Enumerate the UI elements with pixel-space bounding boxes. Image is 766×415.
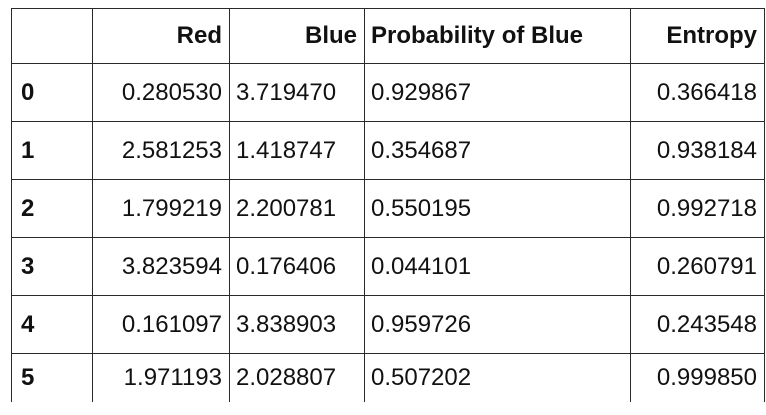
table-row: 3 3.823594 0.176406 0.044101 0.260791	[11, 237, 765, 296]
table-row: 1 2.581253 1.418747 0.354687 0.938184	[11, 121, 765, 180]
cell-probability-of-blue: 0.959726	[364, 295, 631, 354]
cell-red: 2.581253	[92, 121, 230, 180]
table-row: 2 1.799219 2.200781 0.550195 0.992718	[11, 179, 765, 238]
cell-entropy: 0.992718	[630, 179, 765, 238]
cell-blue: 3.838903	[229, 295, 365, 354]
header-row: Red Blue Probability of Blue Entropy	[11, 8, 765, 64]
cell-probability-of-blue: 0.550195	[364, 179, 631, 238]
cell-entropy: 0.999850	[630, 353, 765, 402]
cell-probability-of-blue: 0.354687	[364, 121, 631, 180]
row-index: 4	[11, 295, 93, 354]
cell-probability-of-blue: 0.507202	[364, 353, 631, 402]
column-header-probability-of-blue: Probability of Blue	[364, 8, 631, 64]
cell-blue: 2.200781	[229, 179, 365, 238]
dataframe-table: Red Blue Probability of Blue Entropy 0 0…	[11, 8, 765, 402]
row-index: 2	[11, 179, 93, 238]
cell-red: 1.971193	[92, 353, 230, 402]
cell-probability-of-blue: 0.929867	[364, 63, 631, 122]
cell-entropy: 0.366418	[630, 63, 765, 122]
table-row: 4 0.161097 3.838903 0.959726 0.243548	[11, 295, 765, 354]
row-index: 5	[11, 353, 93, 402]
cell-red: 0.161097	[92, 295, 230, 354]
column-header-blue: Blue	[229, 8, 365, 64]
cell-blue: 2.028807	[229, 353, 365, 402]
cell-blue: 3.719470	[229, 63, 365, 122]
table-row: 0 0.280530 3.719470 0.929867 0.366418	[11, 63, 765, 122]
column-header-entropy: Entropy	[630, 8, 765, 64]
row-index: 1	[11, 121, 93, 180]
table-row: 5 1.971193 2.028807 0.507202 0.999850	[11, 353, 765, 402]
cell-entropy: 0.243548	[630, 295, 765, 354]
cell-red: 0.280530	[92, 63, 230, 122]
cell-red: 3.823594	[92, 237, 230, 296]
row-index: 0	[11, 63, 93, 122]
index-header	[11, 8, 93, 64]
row-index: 3	[11, 237, 93, 296]
cell-blue: 0.176406	[229, 237, 365, 296]
cell-entropy: 0.938184	[630, 121, 765, 180]
cell-red: 1.799219	[92, 179, 230, 238]
cell-blue: 1.418747	[229, 121, 365, 180]
cell-probability-of-blue: 0.044101	[364, 237, 631, 296]
cell-entropy: 0.260791	[630, 237, 765, 296]
column-header-red: Red	[92, 8, 230, 64]
